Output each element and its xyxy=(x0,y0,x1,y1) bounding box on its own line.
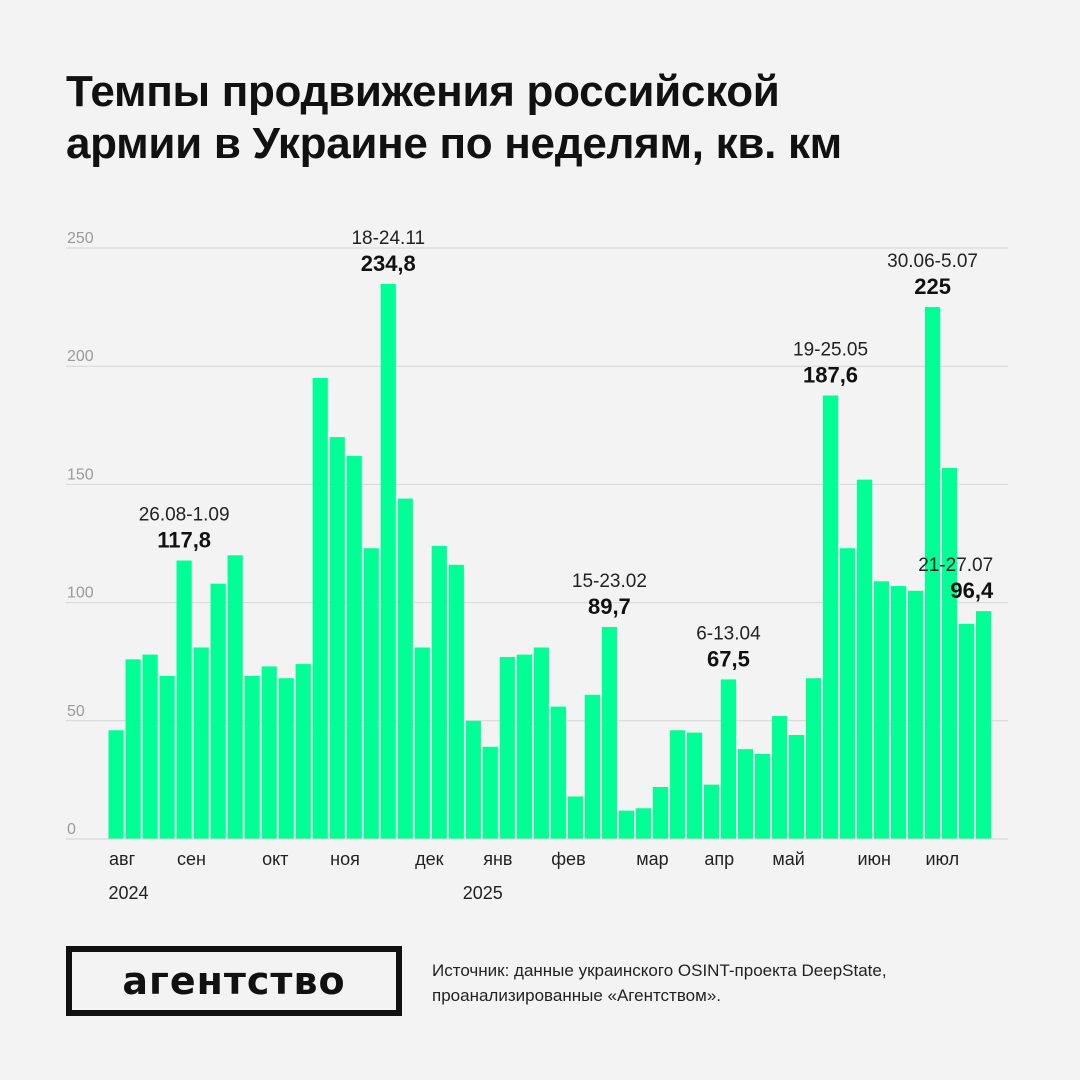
source-line-2: проанализированные «Агентством». xyxy=(432,986,721,1005)
bar xyxy=(754,753,771,839)
chart-title-line-2: армии в Украине по неделям, кв. км xyxy=(66,119,842,168)
agentstvo-logo: агентство xyxy=(66,946,402,1016)
annotation-value: 117,8 xyxy=(157,528,211,553)
bar xyxy=(669,730,686,839)
x-month-label: мар xyxy=(636,849,668,869)
bar xyxy=(635,808,652,839)
annotation-value: 225 xyxy=(914,274,951,299)
annotation-value: 67,5 xyxy=(707,646,750,671)
bar xyxy=(227,555,243,839)
bar xyxy=(686,732,703,839)
annotation-period: 18-24.11 xyxy=(351,228,425,249)
source-note: Источник: данные украинского OSINT-проек… xyxy=(432,958,992,1008)
x-month-label: июл xyxy=(925,849,959,869)
bar xyxy=(363,548,379,839)
annotation-value: 234,8 xyxy=(361,251,416,276)
y-tick-label: 0 xyxy=(67,821,76,838)
chart-title-line-1: Темпы продвижения российской xyxy=(66,67,780,116)
bar xyxy=(533,647,549,839)
bar xyxy=(890,586,907,839)
bar xyxy=(941,467,958,839)
y-tick-label: 250 xyxy=(67,230,94,247)
bar xyxy=(959,623,975,839)
bar xyxy=(703,784,720,839)
annotation-period: 15-23.02 xyxy=(572,571,647,592)
bar xyxy=(567,796,583,839)
bar xyxy=(499,656,515,839)
x-month-label: апр xyxy=(704,849,734,869)
bar xyxy=(618,810,634,839)
x-month-label: июн xyxy=(857,849,891,869)
annotation-period: 26.08-1.09 xyxy=(139,505,230,526)
bar xyxy=(142,654,158,839)
x-month-label: фев xyxy=(551,849,585,869)
bar xyxy=(295,664,311,839)
bar-chart: 0 50 100 150 200 250 авг сен окт ноя дек янв фев мар а… xyxy=(66,228,1008,903)
y-tick-label: 100 xyxy=(67,585,94,602)
bar xyxy=(976,611,992,839)
bar xyxy=(448,564,464,839)
bar xyxy=(346,456,362,839)
bar xyxy=(856,479,873,839)
bar xyxy=(125,659,141,839)
bar xyxy=(771,716,788,839)
bar xyxy=(822,395,839,839)
x-year-label: 2024 xyxy=(109,883,149,903)
bar xyxy=(924,307,941,840)
bar xyxy=(329,437,345,839)
x-month-label: дек xyxy=(415,849,444,869)
x-year-label: 2025 xyxy=(463,883,503,903)
bar xyxy=(414,647,430,839)
x-month-label: авг xyxy=(109,849,136,869)
bar xyxy=(431,545,447,839)
bar xyxy=(907,590,924,839)
bar xyxy=(244,675,260,839)
bar xyxy=(873,581,890,839)
logo-text: агентство xyxy=(122,959,346,1003)
bar xyxy=(261,666,277,839)
bar xyxy=(159,675,175,839)
bar xyxy=(601,626,617,839)
bar xyxy=(278,678,294,839)
bar xyxy=(108,730,124,839)
bar xyxy=(465,720,481,839)
bar xyxy=(312,378,328,839)
x-month-label: май xyxy=(772,849,804,869)
annotation-value: 89,7 xyxy=(588,594,631,619)
annotation-period: 6-13.04 xyxy=(696,623,761,644)
bar xyxy=(839,548,856,839)
y-tick-label: 50 xyxy=(67,703,85,720)
x-month-label: сен xyxy=(177,849,206,869)
annotation-value: 96,4 xyxy=(950,578,994,603)
bar xyxy=(550,706,566,839)
bar xyxy=(516,654,532,839)
annotation-period: 19-25.05 xyxy=(793,340,868,361)
annotation-period: 21-27.07 xyxy=(918,555,993,576)
bar xyxy=(584,694,600,839)
x-month-label: янв xyxy=(483,849,512,869)
x-month-label: окт xyxy=(262,849,288,869)
annotation-period: 30.06-5.07 xyxy=(887,251,978,272)
chart-title: Темпы продвижения российской армии в Укр… xyxy=(66,66,1026,170)
bar xyxy=(737,749,754,839)
bar xyxy=(210,583,226,839)
bar xyxy=(720,679,737,839)
bar xyxy=(176,560,192,839)
source-line-1: Источник: данные украинского OSINT-проек… xyxy=(432,961,887,980)
y-tick-label: 200 xyxy=(67,348,94,365)
bar xyxy=(788,734,805,839)
bar xyxy=(482,746,498,839)
bar xyxy=(193,647,209,839)
annotation-value: 187,6 xyxy=(803,363,858,388)
x-month-label: ноя xyxy=(330,849,360,869)
bar xyxy=(652,786,669,839)
y-tick-label: 150 xyxy=(67,466,94,483)
bar xyxy=(380,283,396,839)
bar xyxy=(397,498,413,839)
bar xyxy=(805,678,822,839)
